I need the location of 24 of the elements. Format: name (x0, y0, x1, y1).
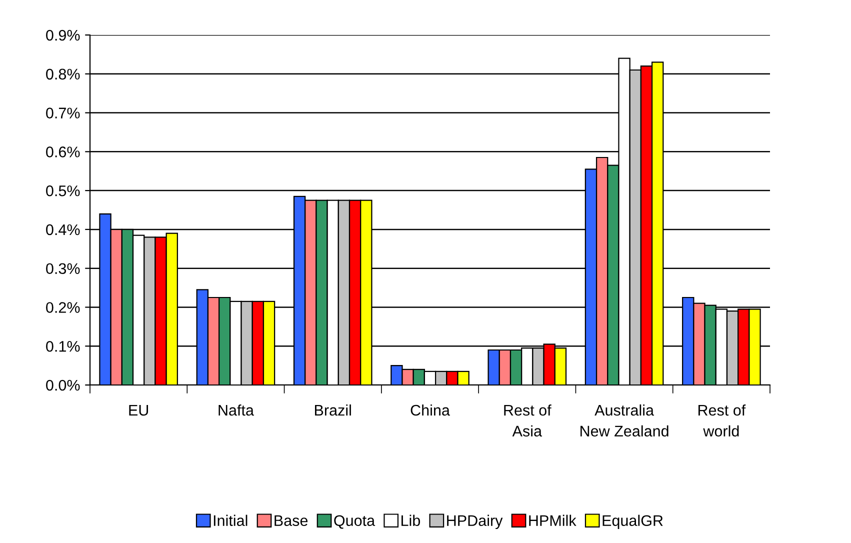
x-tick-label: Australia New Zealand (580, 404, 668, 437)
legend-label: Initial (214, 514, 248, 526)
y-tick-label: 0.4% (46, 224, 80, 236)
legend-label: Quota (334, 515, 376, 529)
legend-label: HPMilk (529, 514, 576, 526)
legend-label: HPDairy (447, 514, 503, 530)
x-tick-label: Rest of world (698, 404, 746, 437)
x-tick-label: Nafta (218, 404, 254, 416)
y-tick-label: 0.2% (46, 302, 80, 313)
y-tick-label: 0.1% (46, 340, 80, 352)
y-tick-label: 0.3% (46, 263, 80, 274)
y-tick-label: 0.5% (46, 185, 80, 196)
y-tick-label: 0.7% (46, 108, 80, 118)
y-tick-label: 0.8% (46, 68, 80, 80)
x-tick-label: Rest of Asia (504, 404, 552, 437)
legend-label: Base (274, 515, 308, 526)
legend-label: Lib (402, 514, 420, 526)
x-tick-label: Brazil (315, 404, 351, 416)
y-tick-label: 0.6% (46, 146, 80, 158)
legend-label: EqualGR (602, 514, 663, 530)
x-tick-label: EU (129, 405, 148, 416)
y-tick-label: 0.0% (46, 380, 80, 391)
y-tick-label: 0.9% (46, 30, 80, 41)
x-tick-label: China (410, 404, 450, 416)
